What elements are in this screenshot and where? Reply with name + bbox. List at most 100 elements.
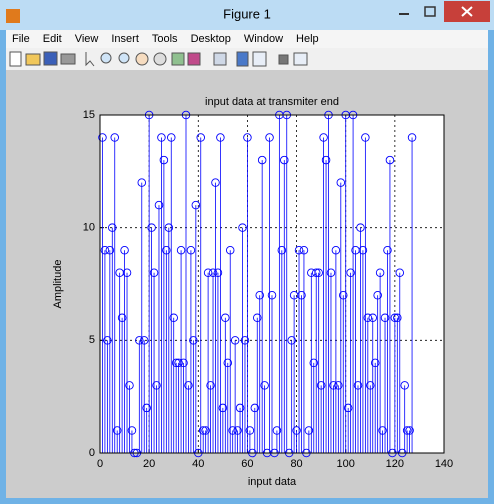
stem-marker bbox=[159, 155, 169, 165]
x-tick-label: 140 bbox=[435, 458, 453, 470]
stem-marker bbox=[154, 200, 164, 210]
stem-marker bbox=[105, 245, 115, 255]
stem-marker bbox=[142, 403, 151, 413]
chart-title: input data at transmiter end bbox=[205, 96, 339, 108]
stem-marker bbox=[149, 268, 159, 277]
stem-marker bbox=[245, 426, 255, 435]
stem-marker bbox=[393, 313, 402, 323]
stem-marker bbox=[208, 268, 218, 277]
stem-marker bbox=[336, 178, 346, 187]
hide-tools-icon[interactable] bbox=[278, 54, 289, 65]
y-tick-label: 10 bbox=[83, 222, 95, 234]
stem-marker bbox=[189, 336, 198, 345]
pointer-icon[interactable] bbox=[85, 52, 95, 67]
stem-marker bbox=[125, 381, 134, 390]
app-icon bbox=[6, 9, 20, 23]
stem-marker bbox=[311, 268, 321, 277]
rotate-icon[interactable] bbox=[153, 52, 167, 66]
stem-marker bbox=[390, 313, 400, 323]
stem-marker bbox=[395, 268, 405, 277]
stem-marker bbox=[184, 381, 193, 390]
stem-marker bbox=[272, 426, 282, 435]
stem-marker bbox=[405, 426, 414, 435]
stem-marker bbox=[368, 313, 377, 323]
stem-marker bbox=[287, 336, 296, 345]
menu-item[interactable]: Help bbox=[296, 33, 319, 45]
stem-marker bbox=[366, 381, 375, 390]
stem-marker bbox=[135, 336, 144, 345]
pan-icon[interactable] bbox=[135, 52, 149, 66]
stem-marker bbox=[122, 268, 132, 277]
stem-marker bbox=[304, 426, 314, 435]
stem-marker bbox=[321, 155, 331, 165]
stem-marker bbox=[179, 358, 188, 368]
menu-item[interactable]: Window bbox=[244, 33, 283, 45]
stem-marker bbox=[162, 245, 171, 255]
stem-marker bbox=[218, 403, 228, 413]
menu-item[interactable]: Edit bbox=[43, 33, 62, 45]
link-icon[interactable] bbox=[213, 52, 227, 66]
stem-marker bbox=[120, 245, 129, 255]
stem-marker bbox=[363, 313, 373, 323]
stem-marker bbox=[378, 426, 387, 435]
zoom-out-icon[interactable] bbox=[118, 52, 130, 64]
stem-marker bbox=[280, 155, 289, 165]
close-button[interactable] bbox=[444, 1, 490, 22]
stem-marker bbox=[176, 245, 186, 255]
stem-marker bbox=[191, 200, 201, 210]
stem-marker bbox=[110, 133, 119, 142]
toolbar-icons bbox=[9, 51, 308, 67]
menu-item[interactable]: Insert bbox=[111, 33, 139, 45]
stem-marker bbox=[213, 268, 223, 277]
minimize-button[interactable] bbox=[392, 2, 416, 22]
stem-marker bbox=[326, 268, 336, 277]
stem-marker bbox=[267, 291, 277, 300]
stem-marker bbox=[297, 291, 306, 300]
stem-marker bbox=[240, 336, 250, 345]
stem-marker bbox=[228, 426, 237, 435]
stem-marker bbox=[198, 426, 208, 435]
axes-box bbox=[99, 114, 445, 454]
stem-marker bbox=[316, 381, 326, 390]
stem-marker bbox=[370, 358, 380, 368]
stem-marker bbox=[314, 268, 323, 277]
window-title: Figure 1 bbox=[223, 6, 271, 21]
x-tick-label: 40 bbox=[192, 458, 204, 470]
stem-marker bbox=[186, 245, 196, 255]
stem-marker bbox=[206, 381, 215, 390]
stem-marker bbox=[196, 133, 205, 142]
stem-marker bbox=[294, 245, 304, 255]
stem-marker bbox=[230, 336, 240, 345]
stem-marker bbox=[103, 336, 112, 345]
stem-marker bbox=[356, 223, 365, 232]
save-icon[interactable] bbox=[43, 51, 58, 66]
stem-marker bbox=[117, 313, 127, 323]
menu-item[interactable]: View bbox=[75, 33, 99, 45]
stem-marker bbox=[375, 268, 385, 277]
stem-marker bbox=[243, 133, 252, 142]
show-tools-icon[interactable] bbox=[293, 52, 308, 66]
y-axis-label: Amplitude bbox=[52, 260, 64, 309]
maximize-button[interactable] bbox=[418, 2, 442, 22]
x-tick-label: 80 bbox=[290, 458, 302, 470]
menu-item[interactable]: Desktop bbox=[191, 33, 231, 45]
stem-marker bbox=[235, 403, 245, 413]
stem-marker bbox=[169, 313, 178, 323]
stem-marker bbox=[137, 178, 147, 187]
brush-icon[interactable] bbox=[187, 52, 201, 66]
colorbar-icon[interactable] bbox=[236, 51, 249, 67]
stem-marker bbox=[407, 133, 417, 142]
zoom-in-icon[interactable] bbox=[100, 52, 112, 64]
menu-item[interactable]: File bbox=[12, 33, 30, 45]
stem-marker bbox=[380, 313, 390, 323]
stem-marker bbox=[164, 223, 174, 232]
legend-icon[interactable] bbox=[252, 51, 267, 67]
stem-marker bbox=[203, 268, 213, 277]
menu-item[interactable]: Tools bbox=[152, 33, 178, 45]
new-icon[interactable] bbox=[9, 51, 22, 67]
print-icon[interactable] bbox=[60, 53, 76, 65]
datacursor-icon[interactable] bbox=[171, 52, 185, 66]
stem-marker bbox=[265, 133, 274, 142]
open-icon[interactable] bbox=[25, 53, 41, 66]
x-tick-label: 60 bbox=[241, 458, 253, 470]
